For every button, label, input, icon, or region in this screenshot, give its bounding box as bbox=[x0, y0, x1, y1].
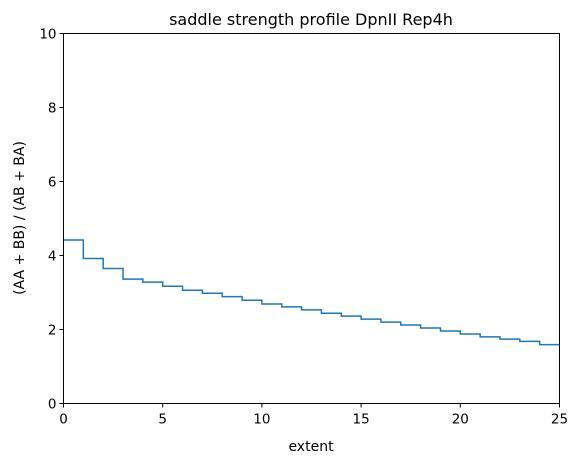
x-tick-label: 25 bbox=[551, 412, 568, 428]
x-tick-label: 20 bbox=[452, 412, 469, 428]
x-axis: 0 5 10 15 20 25 bbox=[59, 403, 568, 428]
y-tick-label: 6 bbox=[48, 175, 57, 191]
y-tick-label: 10 bbox=[39, 27, 56, 43]
x-axis-label: extent bbox=[288, 439, 334, 455]
x-tick-label: 5 bbox=[158, 412, 167, 428]
x-tick-label: 0 bbox=[59, 412, 68, 428]
chart-title: saddle strength profile DpnII Rep4h bbox=[169, 10, 453, 29]
y-tick-label: 4 bbox=[48, 249, 57, 265]
y-tick-label: 8 bbox=[48, 101, 57, 117]
x-tick-label: 10 bbox=[253, 412, 270, 428]
y-tick-label: 0 bbox=[48, 397, 57, 413]
series-line bbox=[63, 239, 560, 346]
y-axis: 0 2 4 6 8 10 bbox=[39, 27, 64, 413]
x-tick-label: 15 bbox=[353, 412, 370, 428]
y-tick-label: 2 bbox=[48, 323, 57, 339]
y-axis-label: (AA + BB) / (AB + BA) bbox=[12, 141, 28, 295]
plot-frame bbox=[63, 33, 560, 404]
plot-area bbox=[63, 33, 560, 404]
